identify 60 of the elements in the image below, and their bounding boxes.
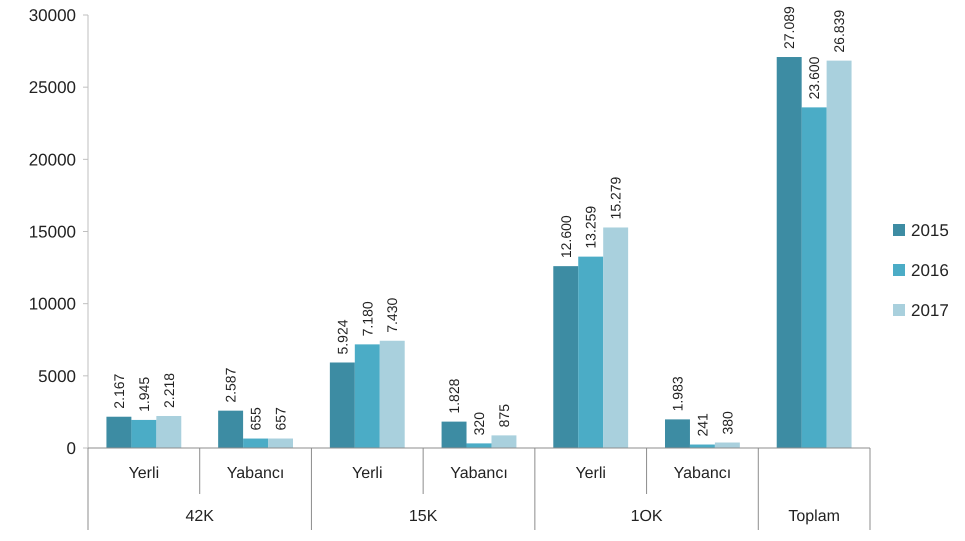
data-label: 875: [496, 404, 512, 428]
text: 15K: [408, 508, 438, 525]
bar: [714, 442, 740, 448]
data-label: 2.587: [222, 367, 239, 403]
data-label: 7.180: [359, 301, 376, 336]
bar: [553, 266, 578, 448]
bar: [218, 410, 244, 448]
data-label: 320: [471, 412, 487, 436]
data-label: 657: [272, 406, 289, 431]
data-label: 2.167: [110, 373, 127, 409]
data-label: 5.924: [334, 319, 350, 354]
legend-label: 2017: [911, 300, 949, 320]
data-label: 7.430: [384, 298, 400, 333]
y-tick-label: 10000: [28, 294, 76, 314]
x-tick-label: Yabancı: [674, 465, 732, 482]
data-label: 241: [694, 412, 710, 437]
data-label: 1.828: [446, 378, 462, 414]
bar: [776, 57, 802, 448]
text: 1OK: [630, 508, 663, 525]
data-label: 15.279: [608, 176, 624, 220]
data-label: 27.089: [781, 6, 798, 50]
text: Toplam: [788, 508, 840, 525]
x-tick-label: Yerli: [575, 465, 606, 482]
legend-label: 2015: [911, 220, 949, 240]
x-tick-label: Yabancı: [226, 465, 284, 482]
data-label: 380: [719, 410, 736, 435]
y-tick-label: 25000: [28, 78, 76, 98]
data-label: 12.600: [558, 215, 574, 258]
bar: [665, 419, 690, 448]
y-tick-label: 15000: [28, 222, 76, 242]
legend-label: 2016: [911, 260, 949, 280]
bar: [354, 344, 380, 448]
text: 42K: [185, 508, 214, 525]
data-label: 2.218: [160, 372, 177, 408]
y-tick-label: 5000: [38, 366, 76, 386]
y-tick-label: 20000: [28, 150, 76, 170]
x-tick-label: Yabancı: [450, 465, 508, 482]
bar: [243, 438, 268, 448]
bar: [603, 227, 628, 448]
bar: [802, 107, 827, 448]
bar: [578, 256, 604, 448]
bar: [442, 422, 467, 448]
data-label: 23.600: [806, 56, 822, 100]
bar: [106, 416, 132, 448]
data-label: 26.839: [831, 10, 848, 53]
y-tick-label: 30000: [28, 6, 76, 25]
bar: [330, 362, 355, 448]
bar: [156, 416, 182, 448]
y-tick-label: 0: [66, 438, 76, 458]
data-label: 655: [248, 406, 264, 431]
x-tick-label: Yerli: [128, 465, 160, 482]
bar: [491, 435, 516, 448]
data-label: 1.945: [136, 376, 152, 412]
data-label: 13.259: [582, 206, 599, 249]
bar: [826, 60, 852, 448]
bar: [268, 438, 293, 448]
data-label: 1.983: [669, 376, 686, 412]
x-tick-label: Yerli: [352, 465, 383, 482]
bar: [131, 420, 156, 448]
bar: [380, 340, 405, 448]
